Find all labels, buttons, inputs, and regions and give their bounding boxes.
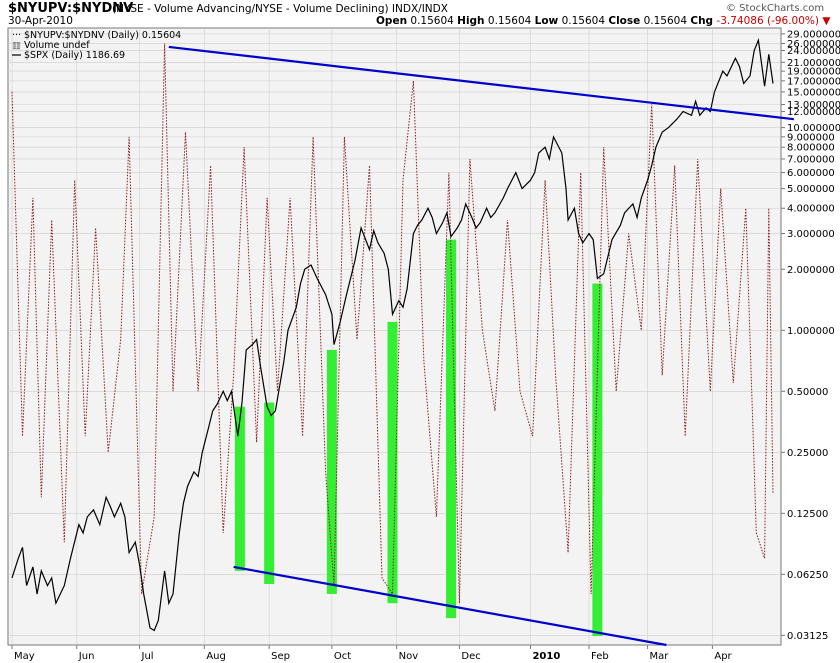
y-tick-label: 12.000000 [787, 107, 840, 118]
close-label: Close [608, 15, 641, 27]
y-tick-label: 0.03125 [787, 631, 828, 642]
y-tick-label: 24.000000 [787, 46, 840, 57]
y-tick-label: 7.000000 [787, 154, 835, 165]
upper-trendline [168, 45, 795, 121]
x-tick-label: Apr [714, 651, 732, 662]
y-tick-label: 8.000000 [787, 143, 835, 154]
legend-volume-icon: ▥ [12, 40, 21, 51]
y-tick-label: 2.000000 [787, 265, 835, 276]
y-tick-label: 4.000000 [787, 204, 835, 215]
x-axis-ticks: May Jun Jul Aug Sep Oct Nov Dec 2010 Feb Mar Apr [11, 645, 733, 662]
y-tick-label: 19.000000 [787, 67, 840, 78]
y-tick-label: 13.000000 [787, 100, 840, 111]
highlight-bars [234, 239, 603, 637]
x-tick-label: Mar [650, 651, 670, 662]
chart-legend: ··· $NYUPV:$NYDNV (Daily) 0.15604 ▥ Volu… [12, 30, 181, 61]
y-tick-label: 3.000000 [787, 229, 835, 240]
highlight-bar [387, 321, 398, 604]
y-tick-label: 9.000000 [787, 132, 835, 143]
highlight-bar [264, 402, 275, 584]
close-value: 0.15604 [643, 15, 688, 27]
x-tick-label: Aug [206, 651, 226, 662]
open-label: Open [376, 15, 408, 27]
y-tick-label: 6.000000 [787, 168, 835, 179]
y-tick-label: 0.12500 [787, 509, 828, 520]
y-tick-label: 0.06250 [787, 570, 828, 581]
chg-value: -3.74086 (-96.00%) [716, 15, 819, 27]
x-tick-label: Sep [271, 651, 290, 662]
grid-lines [8, 28, 781, 645]
x-tick-label: Dec [461, 651, 480, 662]
x-tick-label: Oct [334, 651, 351, 662]
trendlines [168, 45, 795, 647]
spx-series [11, 37, 774, 632]
open-value: 0.15604 [410, 15, 454, 27]
legend-ratio-marker: ··· [12, 30, 21, 41]
legend-spx: $SPX (Daily) 1186.69 [24, 50, 125, 61]
ohlc-readout: Open 0.15604 High 0.15604 Low 0.15604 Cl… [376, 15, 830, 27]
y-tick-label: 21.000000 [787, 58, 840, 69]
y-tick-label: 10.000000 [787, 123, 840, 134]
chart-description: (NYSE - Volume Advancing/NYSE - Volume D… [112, 3, 448, 15]
y-axis-ticks: 29.00000026.00000024.00000021.00000019.0… [781, 29, 840, 642]
spx-line [11, 37, 774, 632]
y-tick-label: 1.000000 [787, 326, 835, 337]
highlight-bar [326, 349, 337, 594]
y-tick-label: 0.50000 [787, 387, 828, 398]
stockcharts-watermark: © StockCharts.com [726, 3, 825, 14]
x-tick-label: May [14, 651, 35, 662]
y-tick-label: 5.000000 [787, 184, 835, 195]
highlight-bar [234, 406, 245, 571]
chart-symbol: $NYUPV:$NYDNV [8, 1, 134, 16]
legend-ratio: $NYUPV:$NYDNV (Daily) 0.15604 [24, 30, 181, 41]
ratio-series [11, 43, 774, 604]
x-tick-label: 2010 [532, 651, 560, 662]
ratio-line [11, 43, 774, 604]
y-tick-label: 26.000000 [787, 39, 840, 50]
low-value: 0.15604 [561, 15, 606, 27]
x-tick-label: Nov [399, 651, 419, 662]
down-arrow-icon: ▼ [822, 15, 831, 27]
high-label: High [457, 15, 485, 27]
x-tick-label: Jun [78, 651, 95, 662]
y-tick-label: 0.25000 [787, 448, 828, 459]
high-value: 0.15604 [487, 15, 532, 27]
y-tick-label: 29.000000 [787, 29, 840, 40]
x-tick-label: Feb [591, 651, 609, 662]
legend-volume: Volume undef [24, 40, 90, 51]
highlight-bar [446, 239, 457, 619]
highlight-bar [592, 283, 603, 637]
y-tick-label: 15.000000 [787, 87, 840, 98]
lower-trendline [233, 565, 667, 647]
low-label: Low [534, 15, 559, 27]
chg-label: Chg [690, 15, 714, 27]
x-tick-label: Jul [141, 651, 154, 662]
y-tick-label: 17.000000 [787, 76, 840, 87]
chart-date: 30-Apr-2010 [8, 15, 73, 27]
chart-header: $NYUPV:$NYDNV (NYSE - Volume Advancing/N… [0, 0, 840, 28]
